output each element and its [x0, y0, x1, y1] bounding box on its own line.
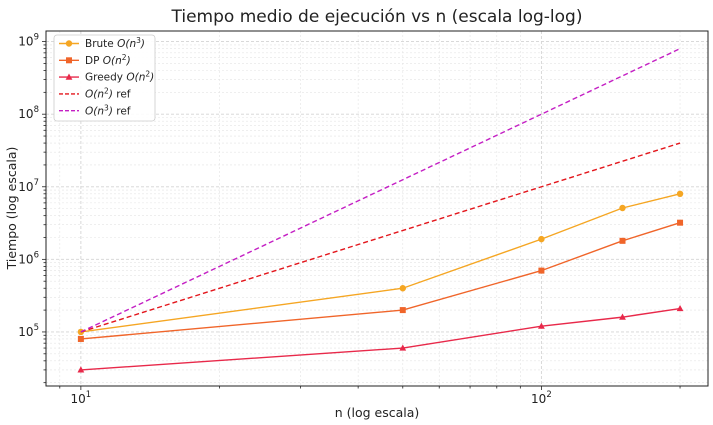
- y-tick-exponent: 9: [34, 33, 39, 43]
- x-tick-label: 101: [71, 390, 92, 406]
- series-o-n-ref: [80, 48, 681, 333]
- y-tick-exponent: 8: [34, 105, 39, 115]
- y-tick-label: 109: [18, 33, 39, 49]
- data-point-brute-o-n: [676, 190, 684, 198]
- legend-label-math: O(n: [117, 38, 136, 50]
- grid: [46, 31, 708, 386]
- y-tick-base: 10: [18, 252, 33, 266]
- series-layer: [77, 48, 684, 373]
- y-tick-label: 106: [18, 250, 39, 266]
- data-point-greedy-o-n: [399, 344, 407, 351]
- legend: Brute O(n3)DP O(n2)Greedy O(n2)O(n2) ref…: [53, 34, 156, 122]
- y-tick-exponent: 7: [34, 178, 39, 188]
- y-tick-base: 10: [18, 325, 33, 339]
- legend-marker-brute-o-n: [65, 40, 73, 47]
- series-line-o-n-ref: [80, 48, 681, 333]
- series-line-o-n-ref: [80, 142, 681, 333]
- legend-label-math: O(n: [103, 55, 122, 67]
- legend-label-close: ): [126, 55, 131, 67]
- legend-label-greedy-o-n: Greedy O(n2): [85, 70, 154, 84]
- data-point-greedy-o-n: [77, 366, 85, 373]
- legend-marker-greedy-o-n: [65, 73, 73, 80]
- chart-title: Tiempo medio de ejecución vs n (escala l…: [171, 7, 583, 27]
- legend-item-brute-o-n: Brute O(n3): [59, 36, 145, 50]
- legend-label-prefix: Greedy: [85, 72, 126, 84]
- data-point-dp-o-n: [399, 307, 406, 314]
- legend-label-o-n-ref: O(n3) ref: [85, 103, 131, 117]
- legend-label-o-n-ref: O(n2) ref: [85, 87, 131, 101]
- y-tick-exponent: 5: [34, 323, 39, 333]
- series-line-dp-o-n: [80, 222, 681, 340]
- y-tick-base: 10: [18, 180, 33, 194]
- data-point-greedy-o-n: [676, 304, 684, 312]
- data-point-greedy-o-n: [619, 313, 626, 320]
- x-tick-base: 10: [531, 392, 546, 406]
- y-tick-label: 107: [18, 178, 39, 194]
- legend-label-exponent: 2: [104, 87, 109, 96]
- legend-label-exponent: 3: [136, 36, 141, 45]
- legend-box: [53, 34, 156, 122]
- data-point-brute-o-n: [399, 285, 406, 292]
- legend-label-math: O(n: [85, 105, 104, 117]
- legend-label-close: ): [140, 38, 145, 50]
- series-o-n-ref: [80, 142, 681, 333]
- legend-label-dp-o-n: DP O(n2): [85, 53, 131, 67]
- legend-item-o-n-ref: O(n2) ref: [59, 87, 131, 101]
- x-axis-ticks: 101 102: [59, 386, 681, 406]
- y-tick-base: 10: [18, 107, 33, 121]
- legend-marker-dp-o-n: [66, 57, 72, 64]
- y-axis-label: Tiempo (log escala): [4, 147, 19, 271]
- legend-label-close: ): [149, 72, 154, 84]
- legend-label-close: ): [108, 105, 113, 117]
- series-dp-o-n: [77, 219, 684, 342]
- legend-label-exponent: 2: [145, 70, 150, 79]
- y-tick-base: 10: [18, 35, 33, 49]
- legend-item-dp-o-n: DP O(n2): [59, 53, 131, 67]
- legend-label-prefix: DP: [85, 55, 103, 67]
- legend-label-suffix: ref: [113, 89, 131, 101]
- y-tick-label: 108: [18, 105, 39, 121]
- series-greedy-o-n: [77, 304, 684, 373]
- data-point-brute-o-n: [538, 235, 545, 243]
- x-tick-exponent: 2: [546, 390, 551, 400]
- y-tick-exponent: 6: [34, 250, 39, 260]
- legend-label-exponent: 2: [122, 53, 127, 62]
- x-tick-label: 102: [531, 390, 552, 406]
- series-brute-o-n: [77, 190, 684, 336]
- legend-item-greedy-o-n: Greedy O(n2): [59, 70, 154, 84]
- data-point-dp-o-n: [538, 267, 545, 274]
- legend-label-math: O(n: [85, 89, 104, 101]
- x-tick-exponent: 1: [86, 390, 91, 400]
- legend-label-math: O(n: [126, 72, 145, 84]
- legend-label-brute-o-n: Brute O(n3): [85, 36, 145, 50]
- legend-label-close: ): [108, 89, 113, 101]
- legend-label-suffix: ref: [113, 105, 131, 117]
- y-tick-label: 105: [18, 323, 39, 339]
- data-point-dp-o-n: [619, 237, 626, 244]
- data-point-dp-o-n: [677, 219, 684, 226]
- legend-item-o-n-ref: O(n3) ref: [59, 103, 131, 117]
- legend-label-exponent: 3: [104, 103, 109, 112]
- x-axis-label: n (log escala): [335, 405, 420, 420]
- data-point-brute-o-n: [619, 204, 626, 212]
- data-point-greedy-o-n: [538, 322, 545, 329]
- x-tick-base: 10: [71, 392, 86, 406]
- legend-label-prefix: Brute: [85, 38, 117, 50]
- data-point-dp-o-n: [77, 335, 84, 342]
